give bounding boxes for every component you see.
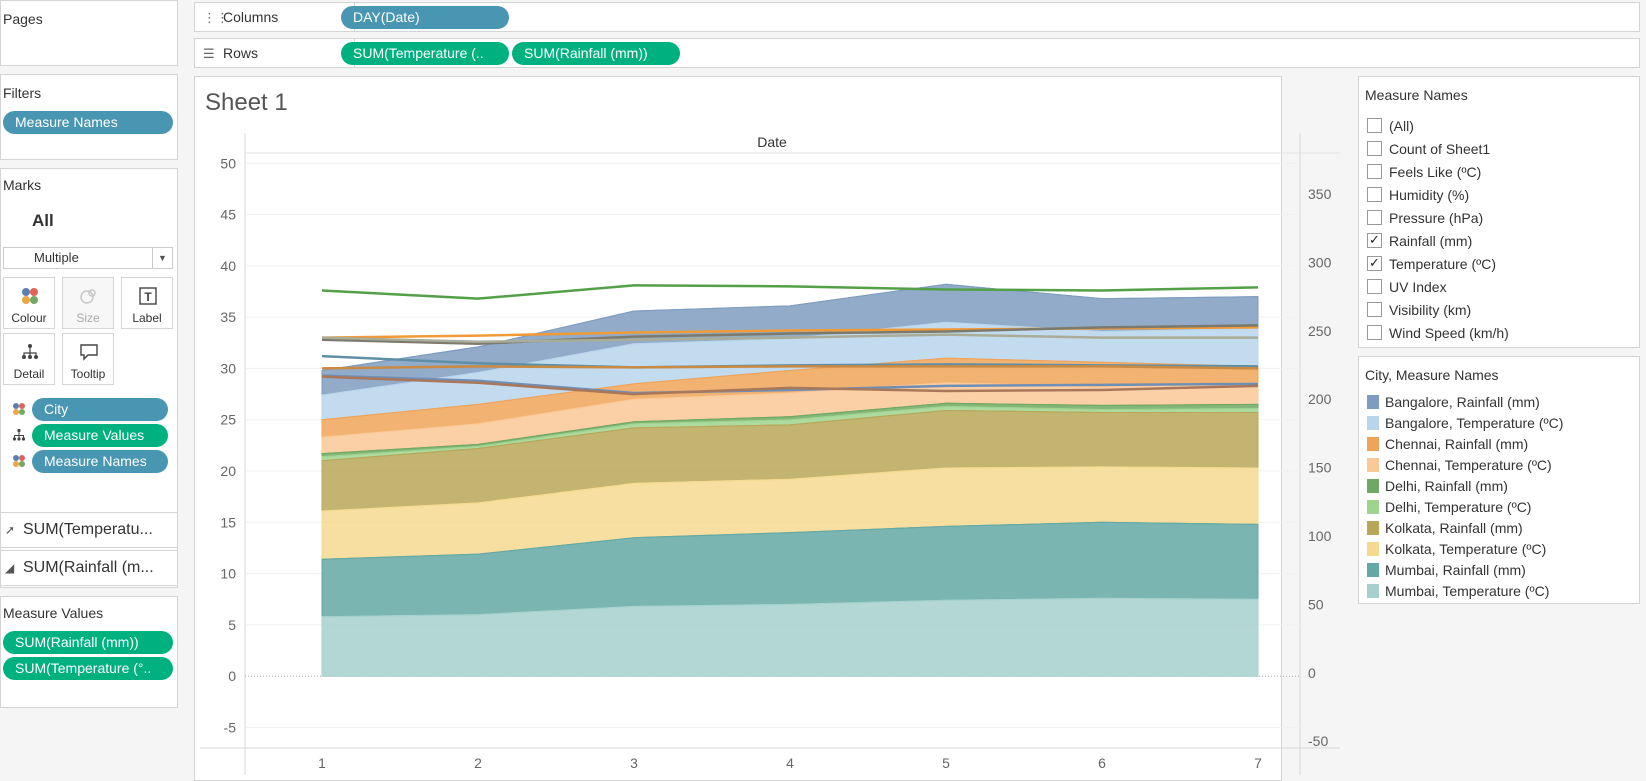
columns-label: ⋮⋮Columns (195, 3, 355, 31)
label-icon: T (139, 287, 157, 305)
y2-tick-label: 300 (1308, 254, 1332, 270)
legend-title: City, Measure Names (1365, 367, 1499, 383)
pill-sum-temperature[interactable]: SUM(Temperature (.. (341, 42, 509, 65)
colour-icon (13, 455, 25, 467)
y2-tick-label: 0 (1308, 665, 1316, 681)
y2-tick-label: 100 (1308, 528, 1332, 544)
checkbox[interactable]: ✓ (1367, 233, 1382, 248)
checkbox[interactable] (1367, 187, 1382, 202)
legend-swatch (1367, 521, 1379, 535)
pill-day-date[interactable]: DAY(Date) (341, 6, 509, 29)
columns-icon: ⋮⋮ (203, 10, 229, 25)
legend-item-label: Bangalore, Temperature (ºC) (1385, 415, 1564, 431)
mark-type-select[interactable]: Multiple ▼ (3, 247, 173, 269)
area-chart-icon: ◢ (5, 561, 15, 575)
sheet-view[interactable]: Sheet 1 (194, 76, 1282, 781)
checkbox[interactable] (1367, 118, 1382, 133)
filter-item-label: Humidity (%) (1389, 187, 1470, 203)
legend-swatch (1367, 437, 1379, 451)
mv-pill-temperature[interactable]: SUM(Temperature (°.. (3, 657, 173, 680)
checkbox[interactable] (1367, 141, 1382, 156)
legend-item-label: Delhi, Temperature (ºC) (1385, 499, 1532, 515)
tooltip-icon (80, 344, 98, 361)
y2-tick-label: 150 (1308, 460, 1332, 476)
filters-title: Filters (3, 85, 42, 101)
legend-item-label: Bangalore, Rainfall (mm) (1385, 394, 1540, 410)
pill-sum-rainfall[interactable]: SUM(Rainfall (mm)) (512, 42, 680, 65)
checkbox[interactable]: ✓ (1367, 256, 1382, 271)
legend-item-label: Chennai, Temperature (ºC) (1385, 457, 1552, 473)
filter-item-label: Visibility (km) (1389, 302, 1472, 318)
filter-item-label: Pressure (hPa) (1389, 210, 1484, 226)
filters-panel[interactable]: Filters Measure Names (0, 74, 178, 160)
checkbox[interactable] (1367, 210, 1382, 225)
y2-tick-label: 200 (1308, 391, 1332, 407)
filter-item-label: Temperature (ºC) (1389, 256, 1497, 272)
marks-title: Marks (3, 177, 42, 193)
colour-icon (13, 403, 25, 415)
legend-swatch (1367, 479, 1379, 493)
detail-icon (22, 344, 38, 359)
filter-item-label: Count of Sheet1 (1389, 141, 1491, 157)
rows-label: ☰ Rows (195, 39, 355, 67)
filter-item-label: Wind Speed (km/h) (1389, 325, 1509, 341)
size-icon (80, 289, 96, 304)
legend-swatch (1367, 584, 1379, 598)
mv-pill-rainfall[interactable]: SUM(Rainfall (mm)) (3, 631, 173, 654)
legend-item-label: Delhi, Rainfall (mm) (1385, 478, 1508, 494)
measure-names-filter-title: Measure Names (1365, 87, 1468, 103)
checkbox[interactable] (1367, 302, 1382, 317)
legend-item-label: Kolkata, Rainfall (mm) (1385, 520, 1523, 536)
y2-tick-label: 350 (1308, 186, 1332, 202)
marks-pill-measure-names[interactable]: Measure Names (32, 450, 168, 473)
legend-swatch (1367, 395, 1379, 409)
tooltip-button[interactable]: Tooltip (62, 333, 114, 385)
columns-shelf[interactable]: ⋮⋮Columns DAY(Date) (194, 2, 1640, 32)
marks-pill-city[interactable]: City (32, 398, 168, 421)
legend-swatch (1367, 416, 1379, 430)
measure-values-panel[interactable]: Measure Values SUM(Rainfall (mm)) SUM(Te… (0, 596, 178, 708)
marks-pill-measure-values[interactable]: Measure Values (32, 424, 168, 447)
filter-pill-measure-names[interactable]: Measure Names (3, 111, 173, 134)
colour-button[interactable]: Colour (3, 277, 55, 329)
rows-icon: ☰ (203, 46, 215, 61)
legend-item-label: Kolkata, Temperature (ºC) (1385, 541, 1547, 557)
filter-item-label: UV Index (1389, 279, 1447, 295)
sheet-title: Sheet 1 (205, 89, 288, 116)
legend-swatch (1367, 542, 1379, 556)
filter-item-label: (All) (1389, 118, 1414, 134)
y2-tick-label: -50 (1308, 733, 1328, 749)
size-button[interactable]: Size (62, 277, 114, 329)
marks-card-temperature[interactable]: ➚ SUM(Temperatu... (0, 512, 178, 548)
line-chart-icon: ➚ (5, 523, 16, 537)
checkbox[interactable] (1367, 325, 1382, 340)
chevron-down-icon[interactable]: ▼ (152, 248, 172, 268)
legend-item-label: Chennai, Rainfall (mm) (1385, 436, 1529, 452)
measure-names-filter-card[interactable]: Measure Names (All) Count of Sheet1 Feels … (1358, 76, 1640, 348)
measure-values-title: Measure Values (3, 605, 104, 621)
legend-swatch (1367, 500, 1379, 514)
filter-item-label: Rainfall (mm) (1389, 233, 1473, 249)
filter-item-label: Feels Like (ºC) (1389, 164, 1482, 180)
legend-swatch (1367, 458, 1379, 472)
label-button[interactable]: T Label (121, 277, 173, 329)
checkbox[interactable] (1367, 279, 1382, 294)
detail-button[interactable]: Detail (3, 333, 55, 385)
detail-icon (12, 428, 26, 441)
rows-shelf[interactable]: ☰ Rows SUM(Temperature (.. SUM(Rainfall (… (194, 38, 1640, 68)
legend-swatch (1367, 563, 1379, 577)
svg-text:T: T (144, 290, 152, 304)
color-legend-card[interactable]: City, Measure Names Bangalore, Rainfall … (1358, 356, 1640, 604)
legend-item-label: Mumbai, Rainfall (mm) (1385, 562, 1526, 578)
checkbox[interactable] (1367, 164, 1382, 179)
y2-tick-label: 250 (1308, 323, 1332, 339)
colour-icon (22, 288, 38, 304)
marks-card-rainfall[interactable]: ◢ SUM(Rainfall (m... (0, 550, 178, 586)
marks-all-label: All (32, 211, 54, 230)
y2-tick-label: 50 (1308, 596, 1324, 612)
pages-title: Pages (3, 11, 43, 27)
legend-item-label: Mumbai, Temperature (ºC) (1385, 583, 1550, 599)
pages-panel[interactable]: Pages (0, 0, 178, 66)
